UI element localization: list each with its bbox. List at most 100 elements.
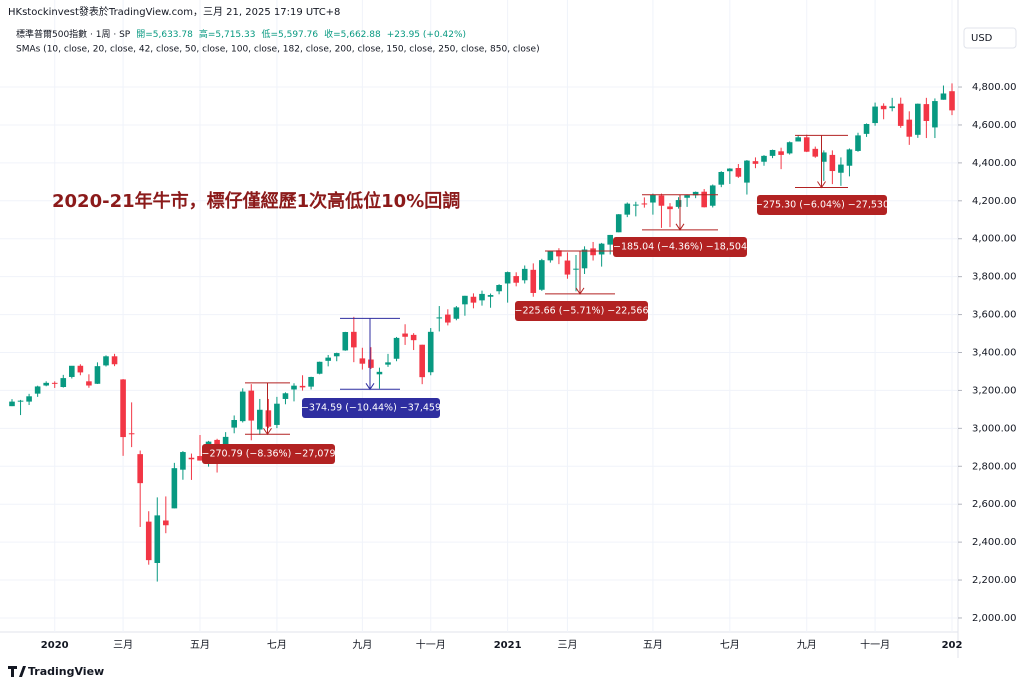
- candle-body: [658, 195, 665, 206]
- candle-body: [239, 391, 246, 422]
- candle-body: [727, 168, 733, 172]
- candle-body: [299, 385, 306, 388]
- candle-body: [880, 105, 887, 110]
- y-tick-label: 4,000.00: [972, 234, 1017, 245]
- candle-body: [709, 185, 716, 206]
- brand: TradingView: [28, 665, 104, 678]
- y-tick-label: 3,000.00: [972, 423, 1017, 434]
- candle-body: [86, 381, 92, 386]
- candle-body: [69, 365, 75, 377]
- candle-body: [641, 203, 648, 205]
- candle-body: [650, 194, 656, 203]
- candle-body: [265, 410, 272, 427]
- candle-body: [949, 91, 955, 111]
- measure-arrowhead: [675, 223, 685, 231]
- symbol: 標準普爾500指數 · 1周 · SP: [16, 28, 131, 40]
- y-tick-label: 2,000.00: [972, 613, 1017, 624]
- x-tick-label: 九月: [352, 639, 372, 651]
- candle-body: [778, 151, 784, 155]
- y-tick-label: 2,200.00: [972, 575, 1017, 586]
- candle-body: [282, 393, 289, 399]
- candle-body: [26, 396, 32, 402]
- indicators: SMAs (10, close, 20, close, 42, close, 5…: [16, 45, 540, 55]
- measure-label: −275.30 (−6.04%) −27,530: [755, 200, 889, 211]
- y-tick-label: 2,600.00: [972, 499, 1017, 510]
- y-tick-label: 3,400.00: [972, 348, 1017, 359]
- candle-body: [487, 295, 494, 297]
- quote-value: 高=5,715.33: [199, 28, 256, 40]
- y-tick-label: 4,200.00: [972, 196, 1017, 207]
- candle-body: [598, 243, 605, 255]
- candle-body: [744, 160, 750, 183]
- candle-body: [274, 403, 280, 425]
- measure-label: −185.04 (−4.36%) −18,504: [613, 242, 747, 253]
- x-tick-label: 202: [942, 640, 963, 651]
- candle-body: [325, 357, 331, 361]
- candle-body: [180, 452, 186, 470]
- candle-body: [915, 103, 921, 135]
- candle-body: [521, 268, 528, 281]
- x-tick-label: 2020: [41, 640, 69, 651]
- candle-body: [453, 307, 460, 319]
- currency-box[interactable]: [963, 27, 1017, 49]
- candle-body: [897, 103, 904, 126]
- candle-body: [675, 200, 682, 207]
- candle-body: [838, 164, 844, 173]
- measure-label: −270.79 (−8.36%) −27,079: [202, 449, 336, 460]
- candle-body: [479, 293, 485, 301]
- candle-body: [470, 296, 477, 303]
- candle-body: [940, 93, 947, 100]
- quote-value: 收=5,662.88: [324, 28, 381, 40]
- candle-body: [43, 382, 49, 386]
- candle-body: [923, 104, 930, 121]
- candle-body: [163, 520, 169, 526]
- candle-body: [496, 284, 502, 292]
- measure-arrowhead: [365, 383, 375, 391]
- candle-body: [718, 171, 725, 185]
- candle-body: [539, 260, 545, 290]
- measure-box: [757, 195, 887, 215]
- quote-value: 開=5,633.78: [136, 29, 193, 40]
- y-tick-label: 2,800.00: [972, 461, 1017, 472]
- candle-body: [855, 135, 861, 151]
- candle-body: [684, 195, 690, 198]
- measure-box: [302, 398, 440, 418]
- candle-body: [692, 191, 699, 196]
- candle-body: [351, 331, 357, 348]
- candle-body: [573, 268, 579, 270]
- candle-body: [932, 101, 938, 128]
- x-tick-label: 五月: [643, 639, 663, 651]
- candle-body: [197, 456, 203, 461]
- symbol-line: 標準普爾500指數 · 1周 · SP 開=5,633.78 高=5,715.33 低…: [16, 28, 466, 40]
- x-tick-label: 十一月: [860, 638, 890, 651]
- quote-value: 低=5,597.76: [261, 28, 318, 40]
- y-tick-label: 2,400.00: [972, 537, 1017, 548]
- candle-body: [154, 515, 161, 563]
- candle-body: [145, 521, 152, 561]
- candle-body: [556, 250, 562, 257]
- measure-label: −374.59 (−10.44%) −37,459: [301, 403, 441, 414]
- x-tick-label: 七月: [267, 639, 287, 651]
- y-tick-label: 3,600.00: [972, 310, 1017, 321]
- candle-body: [786, 142, 793, 154]
- candle-body: [607, 234, 613, 245]
- candle-body: [795, 137, 801, 142]
- candle-body: [291, 385, 297, 390]
- candle-body: [103, 356, 109, 366]
- candle-body: [701, 191, 707, 208]
- measure-label: −225.66 (−5.71%) −22,566: [515, 306, 649, 317]
- candle-body: [513, 276, 519, 283]
- candle-body: [633, 204, 639, 206]
- y-tick-label: 4,800.00: [972, 82, 1017, 93]
- candle-body: [889, 106, 895, 109]
- candle-body: [872, 106, 878, 124]
- currency[interactable]: USD: [971, 33, 993, 44]
- candle-body: [402, 333, 408, 337]
- candle-body: [51, 382, 58, 384]
- candle-body: [445, 314, 451, 323]
- candle-body: [846, 149, 853, 166]
- candle-body: [60, 378, 67, 388]
- candle-body: [316, 361, 323, 374]
